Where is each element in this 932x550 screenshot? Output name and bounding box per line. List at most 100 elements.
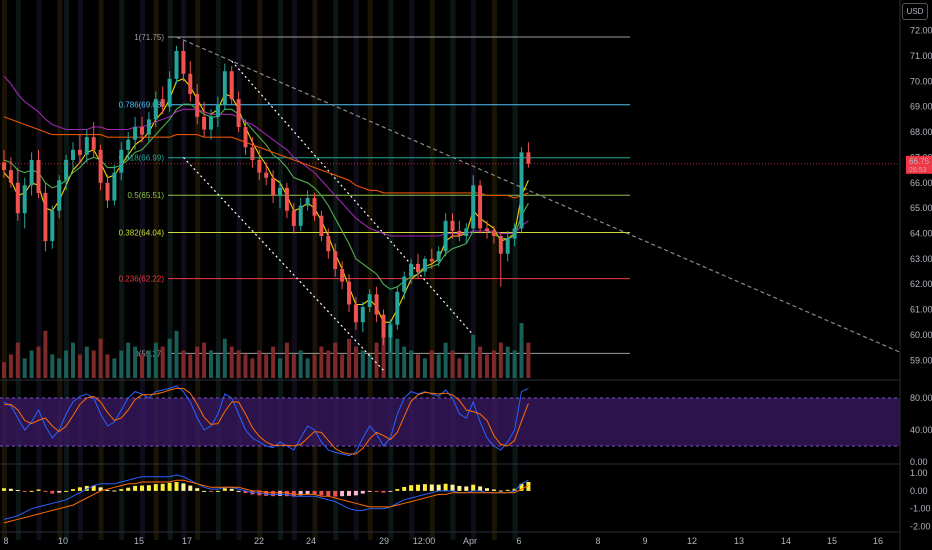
time-tick-label: 29 bbox=[379, 536, 389, 546]
volume-bar bbox=[333, 342, 338, 378]
candle-body bbox=[422, 258, 427, 272]
macd-bar bbox=[264, 490, 269, 496]
volume-bar bbox=[8, 354, 13, 378]
volume-bar bbox=[146, 350, 151, 378]
macd-bar bbox=[471, 484, 476, 491]
macd-bar bbox=[8, 488, 13, 491]
fib-level-label: 0.786(69.08) bbox=[119, 101, 165, 110]
volume-bar bbox=[429, 350, 434, 378]
volume-bar bbox=[50, 354, 55, 378]
volume-bar bbox=[167, 338, 172, 378]
volume-bar bbox=[36, 346, 41, 378]
session-band bbox=[312, 0, 318, 540]
macd-bar bbox=[305, 490, 310, 495]
candle-body bbox=[519, 152, 524, 229]
macd-bar bbox=[271, 490, 276, 497]
candle-body bbox=[347, 281, 351, 305]
candle-body bbox=[36, 159, 41, 193]
macd-bar bbox=[443, 483, 448, 491]
candlesticks bbox=[2, 40, 531, 353]
macd-bar bbox=[222, 488, 227, 491]
volume-bar bbox=[119, 350, 124, 378]
candle-body bbox=[98, 149, 103, 183]
volume-bar bbox=[153, 342, 158, 378]
macd-tick-label: -2.00 bbox=[910, 521, 931, 531]
time-tick-label: 15 bbox=[134, 536, 144, 546]
macd-bar bbox=[319, 490, 324, 496]
currency-button[interactable]: USD bbox=[902, 3, 928, 20]
macd-bar bbox=[388, 490, 393, 492]
macd-bar bbox=[181, 483, 186, 491]
volume-bar bbox=[422, 358, 427, 378]
volume-bar bbox=[236, 350, 241, 378]
macd-bar bbox=[478, 486, 483, 491]
session-band bbox=[77, 0, 83, 540]
price-tick-label: 72.00 bbox=[910, 26, 932, 36]
time-tick-label: 6 bbox=[516, 536, 521, 546]
macd-bar bbox=[98, 487, 103, 491]
volume-bar bbox=[519, 323, 524, 378]
candle-body bbox=[140, 127, 144, 135]
macd-bar bbox=[174, 482, 179, 491]
candle-body bbox=[319, 215, 324, 237]
candle-body bbox=[429, 258, 434, 262]
candle-body bbox=[222, 71, 227, 105]
macd-bar bbox=[450, 484, 455, 491]
macd-bar bbox=[71, 489, 75, 491]
session-band bbox=[353, 0, 359, 540]
macd-bar bbox=[22, 490, 27, 492]
volume-bar bbox=[91, 350, 96, 378]
volume-bar bbox=[29, 350, 34, 378]
volume-bar bbox=[2, 362, 6, 378]
macd-tick-label: -1.00 bbox=[910, 504, 931, 514]
stoch-line bbox=[4, 387, 529, 455]
volume-bar bbox=[505, 346, 510, 378]
session-band bbox=[195, 0, 201, 540]
volume-bars bbox=[2, 323, 531, 378]
trend-line bbox=[176, 36, 902, 354]
volume-bar bbox=[326, 350, 331, 378]
macd-bar bbox=[112, 490, 117, 492]
price-tick-label: 70.00 bbox=[910, 76, 932, 86]
volume-bar bbox=[498, 342, 503, 378]
macd-bar bbox=[436, 484, 441, 491]
session-band bbox=[388, 0, 394, 540]
candle-body bbox=[146, 119, 151, 135]
volume-bar bbox=[402, 346, 407, 378]
volume-bar bbox=[22, 358, 27, 378]
ema-line bbox=[3, 103, 529, 290]
candle-body bbox=[64, 159, 69, 181]
macd-bar bbox=[367, 490, 372, 492]
candle-body bbox=[305, 198, 310, 206]
candle-body bbox=[112, 172, 117, 201]
candle-body bbox=[126, 139, 131, 150]
candle-body bbox=[257, 159, 262, 173]
candle-body bbox=[250, 147, 255, 160]
price-tick-label: 68.00 bbox=[910, 127, 932, 137]
macd-bar bbox=[57, 490, 62, 493]
macd-bar bbox=[526, 482, 531, 491]
time-tick-label: 8 bbox=[3, 536, 8, 546]
time-tick-label: 8 bbox=[595, 536, 600, 546]
candle-body bbox=[181, 50, 186, 74]
session-band bbox=[64, 0, 70, 540]
candle-body bbox=[491, 230, 496, 237]
time-tick-label: 10 bbox=[58, 536, 68, 546]
macd-line bbox=[3, 479, 529, 524]
macd-bar bbox=[64, 490, 69, 492]
volume-bar bbox=[360, 350, 365, 378]
macd-bar bbox=[215, 490, 220, 492]
macd-bar bbox=[133, 485, 138, 491]
macd-bar bbox=[312, 490, 317, 495]
candle-body bbox=[526, 152, 531, 164]
volume-bar bbox=[209, 350, 213, 378]
macd-bar bbox=[229, 488, 234, 491]
volume-bar bbox=[374, 342, 379, 378]
volume-bar bbox=[243, 354, 248, 378]
candle-body bbox=[485, 228, 489, 231]
volume-bar bbox=[395, 338, 400, 378]
volume-bar bbox=[491, 350, 496, 378]
candle-body bbox=[353, 304, 358, 323]
volume-bar bbox=[319, 346, 324, 378]
